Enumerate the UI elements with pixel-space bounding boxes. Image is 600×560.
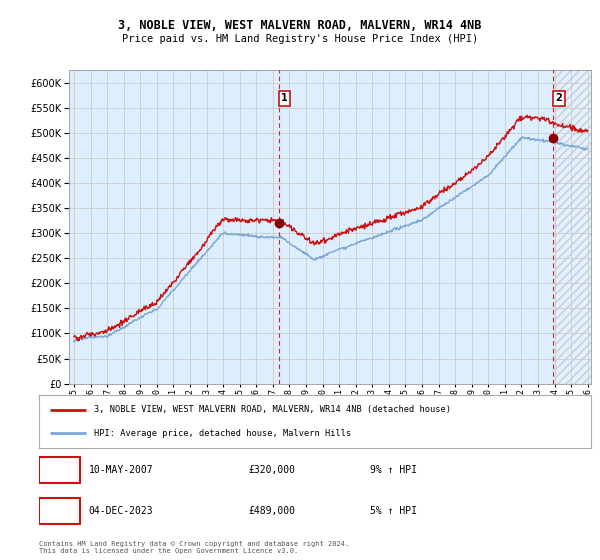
- Text: 2: 2: [56, 506, 63, 516]
- Text: HPI: Average price, detached house, Malvern Hills: HPI: Average price, detached house, Malv…: [94, 428, 352, 437]
- FancyBboxPatch shape: [39, 498, 80, 524]
- Text: 3, NOBLE VIEW, WEST MALVERN ROAD, MALVERN, WR14 4NB (detached house): 3, NOBLE VIEW, WEST MALVERN ROAD, MALVER…: [94, 405, 451, 414]
- FancyBboxPatch shape: [39, 458, 80, 483]
- Text: 04-DEC-2023: 04-DEC-2023: [89, 506, 154, 516]
- Bar: [554, 70, 596, 384]
- Text: Price paid vs. HM Land Registry's House Price Index (HPI): Price paid vs. HM Land Registry's House …: [122, 34, 478, 44]
- Text: 9% ↑ HPI: 9% ↑ HPI: [370, 465, 417, 475]
- Text: 2: 2: [556, 93, 562, 103]
- Text: £489,000: £489,000: [249, 506, 296, 516]
- Text: Contains HM Land Registry data © Crown copyright and database right 2024.
This d: Contains HM Land Registry data © Crown c…: [39, 542, 349, 554]
- Text: 3, NOBLE VIEW, WEST MALVERN ROAD, MALVERN, WR14 4NB: 3, NOBLE VIEW, WEST MALVERN ROAD, MALVER…: [118, 18, 482, 32]
- Text: 10-MAY-2007: 10-MAY-2007: [89, 465, 154, 475]
- Text: 5% ↑ HPI: 5% ↑ HPI: [370, 506, 417, 516]
- Text: 1: 1: [281, 93, 288, 103]
- Text: 1: 1: [56, 465, 63, 475]
- Text: £320,000: £320,000: [249, 465, 296, 475]
